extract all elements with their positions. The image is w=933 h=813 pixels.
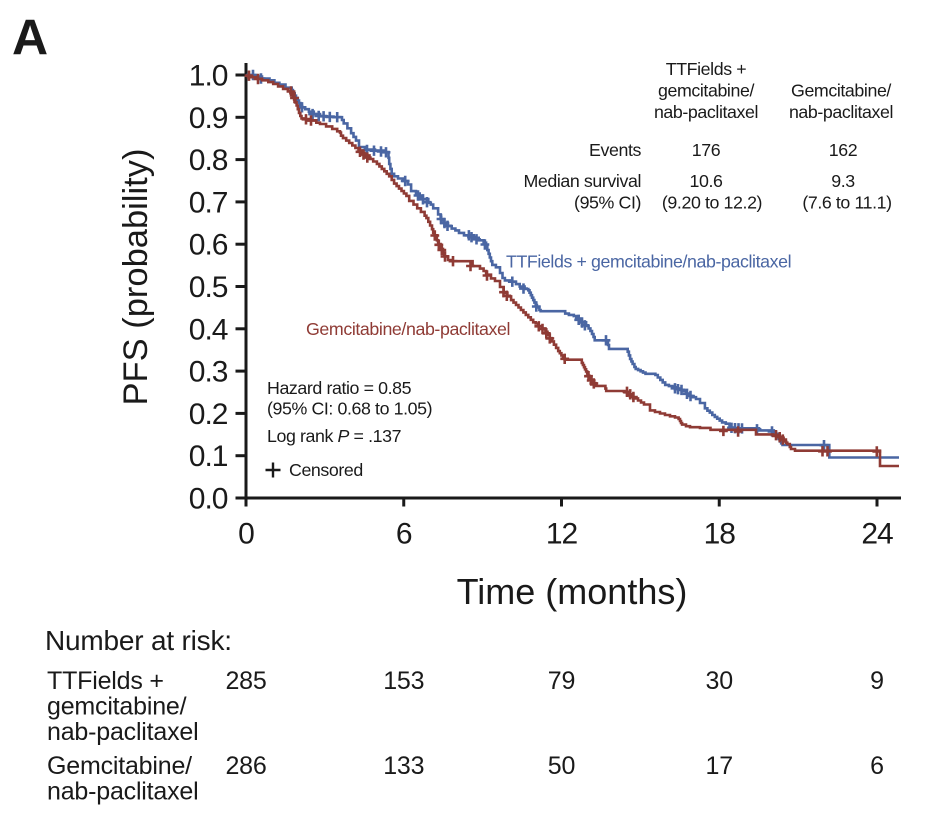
svg-text:0.8: 0.8 (189, 144, 228, 177)
svg-text:6: 6 (870, 752, 884, 780)
svg-text:0.4: 0.4 (189, 313, 228, 346)
svg-text:TTFields +: TTFields + (47, 667, 164, 695)
svg-text:0.5: 0.5 (189, 271, 228, 304)
svg-text:0.0: 0.0 (189, 483, 228, 516)
svg-text:gemcitabine/: gemcitabine/ (658, 81, 754, 101)
svg-text:9: 9 (870, 667, 884, 695)
svg-text:Gemcitabine/: Gemcitabine/ (47, 752, 192, 780)
svg-text:6: 6 (396, 518, 412, 551)
svg-text:0.1: 0.1 (189, 440, 228, 473)
svg-text:285: 285 (225, 667, 266, 695)
svg-text:(95% CI: 0.68 to 1.05): (95% CI: 0.68 to 1.05) (267, 399, 432, 419)
svg-text:gemcitabine/: gemcitabine/ (47, 693, 187, 721)
svg-text:nab-paclitaxel: nab-paclitaxel (47, 718, 198, 746)
svg-text:(95% CI): (95% CI) (574, 193, 641, 213)
svg-text:286: 286 (225, 752, 266, 780)
svg-text:Gemcitabine/nab-paclitaxel: Gemcitabine/nab-paclitaxel (306, 319, 510, 339)
svg-text:nab-paclitaxel: nab-paclitaxel (47, 778, 198, 806)
svg-text:133: 133 (383, 752, 424, 780)
svg-text:Gemcitabine/: Gemcitabine/ (791, 81, 891, 101)
svg-text:1.0: 1.0 (189, 60, 228, 93)
svg-text:Median survival: Median survival (523, 171, 641, 191)
svg-text:0.7: 0.7 (189, 186, 228, 219)
svg-text:nab-paclitaxel: nab-paclitaxel (654, 102, 758, 122)
svg-text:10.6: 10.6 (689, 171, 723, 191)
svg-text:A: A (12, 10, 48, 66)
svg-text:0.9: 0.9 (189, 102, 228, 135)
svg-text:nab-paclitaxel: nab-paclitaxel (789, 102, 893, 122)
svg-text:18: 18 (704, 518, 736, 551)
svg-text:Censored: Censored (289, 460, 363, 480)
svg-text:Events: Events (589, 140, 641, 160)
svg-text:0.3: 0.3 (189, 356, 228, 389)
svg-text:0: 0 (238, 518, 254, 551)
svg-text:17: 17 (706, 752, 733, 780)
svg-text:Hazard ratio = 0.85: Hazard ratio = 0.85 (267, 378, 412, 398)
svg-text:0.6: 0.6 (189, 229, 228, 262)
svg-text:Time (months): Time (months) (457, 571, 688, 612)
svg-text:Number at risk:: Number at risk: (45, 625, 232, 656)
svg-text:(7.6 to 11.1): (7.6 to 11.1) (802, 193, 891, 213)
svg-text:12: 12 (546, 518, 578, 551)
svg-text:50: 50 (548, 752, 575, 780)
svg-text:176: 176 (692, 140, 721, 160)
svg-text:79: 79 (548, 667, 575, 695)
svg-text:24: 24 (861, 518, 893, 551)
svg-text:(9.20 to 12.2): (9.20 to 12.2) (662, 193, 762, 213)
svg-text:Log rank P = .137: Log rank P = .137 (267, 426, 401, 446)
svg-text:153: 153 (383, 667, 424, 695)
svg-text:0.2: 0.2 (189, 398, 228, 431)
svg-text:162: 162 (829, 140, 857, 160)
svg-text:TTFields +: TTFields + (666, 59, 746, 79)
svg-text:9.3: 9.3 (831, 171, 855, 191)
svg-text:30: 30 (706, 667, 733, 695)
svg-text:PFS (probability): PFS (probability) (117, 149, 155, 406)
svg-text:TTFields + gemcitabine/nab-pac: TTFields + gemcitabine/nab-paclitaxel (506, 252, 791, 272)
